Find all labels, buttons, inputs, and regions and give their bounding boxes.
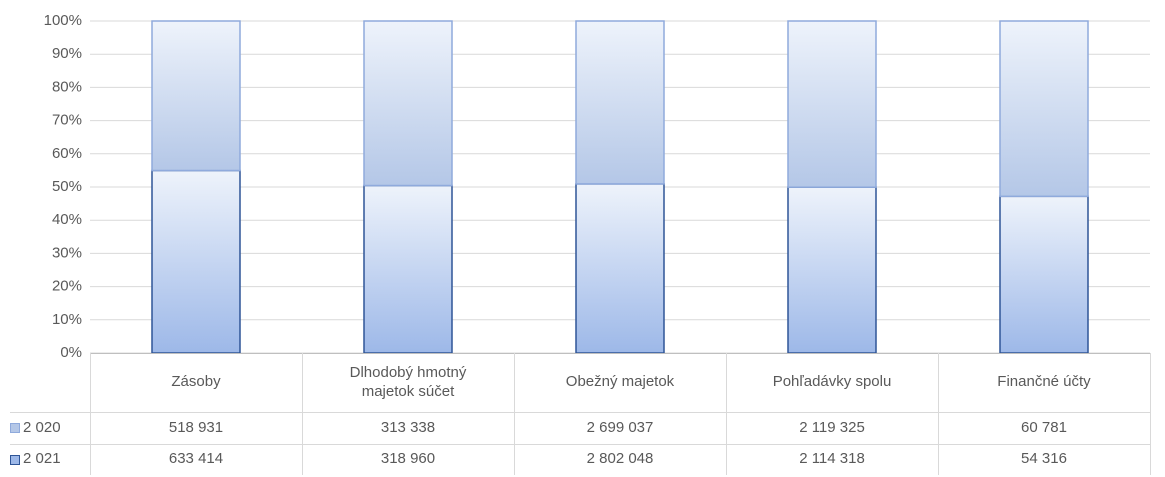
bar-segment (151, 20, 241, 172)
table-value: 54 316 (1021, 450, 1067, 468)
bar-segment (363, 184, 453, 354)
legend-label: 2 020 (23, 418, 61, 436)
bar-segment (151, 169, 241, 354)
y-tick-label: 90% (52, 45, 82, 62)
table-value: 313 338 (380, 418, 436, 436)
table-value: 318 960 (380, 450, 436, 468)
table-line (90, 353, 91, 475)
bar-segment (999, 20, 1089, 198)
table-value: 518 931 (168, 418, 224, 436)
y-tick-label: 0% (60, 344, 82, 361)
table-line (1150, 353, 1151, 475)
table-value: 633 414 (168, 450, 224, 468)
legend-entry: 2 021 (10, 444, 90, 475)
table-value: 2 114 318 (799, 450, 865, 468)
bar-segment (787, 20, 877, 188)
y-tick-label: 20% (52, 278, 82, 295)
table-line (90, 353, 1150, 354)
bar-segment (575, 20, 665, 185)
category-label: Pohľadávky spolu (772, 373, 892, 391)
table-line (10, 444, 1150, 445)
legend-label: 2 021 (23, 450, 61, 468)
category-label: Dlhodobý hmotný majetok súčet (349, 363, 467, 400)
category-label: Zásoby (171, 373, 221, 391)
table-line (726, 353, 727, 475)
y-tick-label: 60% (52, 145, 82, 162)
category-label: Finančné účty (997, 373, 1091, 391)
y-tick-label: 30% (52, 244, 82, 261)
legend-swatch (10, 423, 20, 433)
table-line (514, 353, 515, 475)
y-tick-label: 80% (52, 78, 82, 95)
category-label: Obežný majetok (565, 373, 675, 391)
y-tick-label: 70% (52, 112, 82, 129)
y-tick-label: 100% (44, 12, 82, 29)
table-value: 2 802 048 (586, 450, 654, 468)
table-value: 2 119 325 (799, 418, 865, 436)
legend-swatch (10, 454, 20, 465)
y-tick-label: 50% (52, 178, 82, 195)
legend-entry: 2 020 (10, 412, 90, 444)
table-line (938, 353, 939, 475)
bar-segment (787, 186, 877, 354)
y-tick-label: 40% (52, 211, 82, 228)
table-value: 2 699 037 (586, 418, 654, 436)
table-line (10, 412, 1150, 413)
table-line (302, 353, 303, 475)
bar-segment (363, 20, 453, 187)
table-value: 60 781 (1021, 418, 1067, 436)
bar-segment (575, 183, 665, 354)
bar-segment (999, 195, 1089, 354)
y-tick-label: 10% (52, 311, 82, 328)
